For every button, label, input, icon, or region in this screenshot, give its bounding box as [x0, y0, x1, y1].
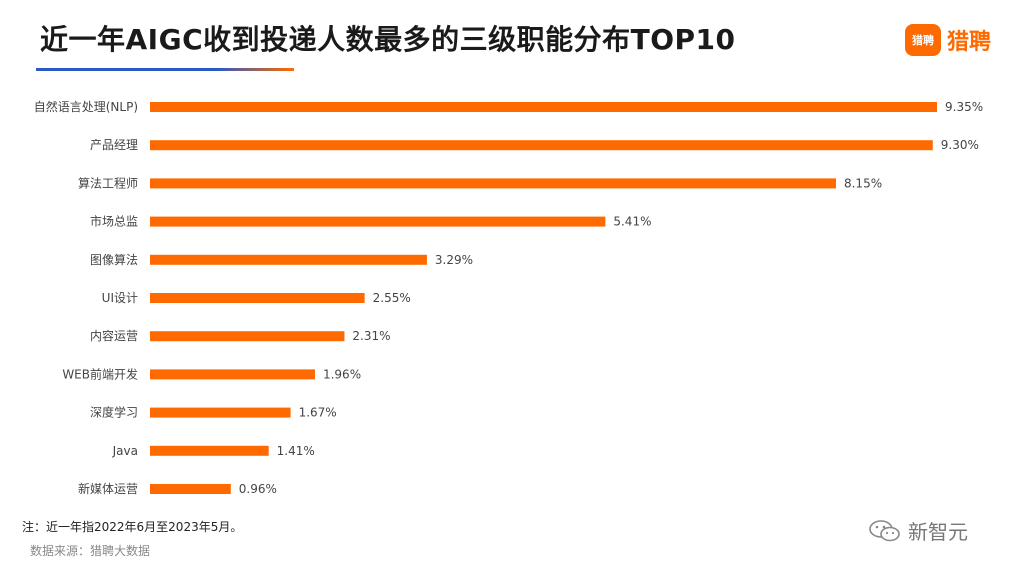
bar	[150, 484, 231, 494]
bar	[150, 293, 365, 303]
category-label: 新媒体运营	[78, 481, 138, 496]
bar	[150, 178, 836, 189]
bar	[150, 369, 315, 380]
category-label: 内容运营	[90, 328, 138, 343]
watermark: 新智元	[868, 516, 968, 545]
value-label: 9.35%	[945, 100, 983, 114]
value-label: 2.55%	[373, 291, 411, 305]
bar	[150, 140, 933, 151]
value-label: 1.41%	[277, 444, 315, 458]
value-label: 1.67%	[299, 406, 337, 420]
category-label: WEB前端开发	[62, 366, 138, 381]
value-label: 8.15%	[844, 176, 882, 190]
category-label: 图像算法	[90, 252, 138, 267]
chart-note: 注：近一年指2022年6月至2023年5月。	[22, 520, 243, 534]
category-label: 自然语言处理(NLP)	[34, 99, 138, 114]
value-label: 5.41%	[613, 215, 651, 229]
liepin-logo-icon: 猎聘	[905, 24, 941, 56]
bar	[150, 445, 269, 456]
data-source: 数据来源：猎聘大数据	[30, 544, 151, 558]
bar	[150, 331, 345, 342]
bar	[150, 216, 606, 227]
category-label: 算法工程师	[78, 175, 138, 190]
category-label: Java	[112, 444, 138, 458]
category-label: UI设计	[102, 291, 138, 305]
wechat-icon	[869, 519, 900, 541]
value-label: 9.30%	[941, 138, 979, 152]
chart-title: 近一年AIGC收到投递人数最多的三级职能分布TOP10	[40, 23, 736, 56]
value-label: 3.29%	[435, 253, 473, 267]
bar	[150, 102, 937, 112]
category-label: 产品经理	[90, 138, 138, 152]
value-label: 1.96%	[323, 367, 361, 381]
category-label: 市场总监	[90, 214, 138, 229]
bar-chart: 自然语言处理(NLP) 9.35% 产品经理 9.30% 算法工程师 8.15% 市场总监 5…	[34, 99, 983, 496]
liepin-logo: 猎聘 猎聘	[905, 24, 991, 56]
bar	[150, 254, 427, 265]
logo-text: 猎聘	[947, 30, 992, 55]
value-label: 0.96%	[239, 482, 277, 496]
watermark-text: 新智元	[908, 520, 968, 544]
bar	[150, 407, 291, 418]
category-label: 深度学习	[90, 405, 138, 420]
value-label: 2.31%	[352, 329, 390, 343]
title-underline	[36, 68, 294, 71]
